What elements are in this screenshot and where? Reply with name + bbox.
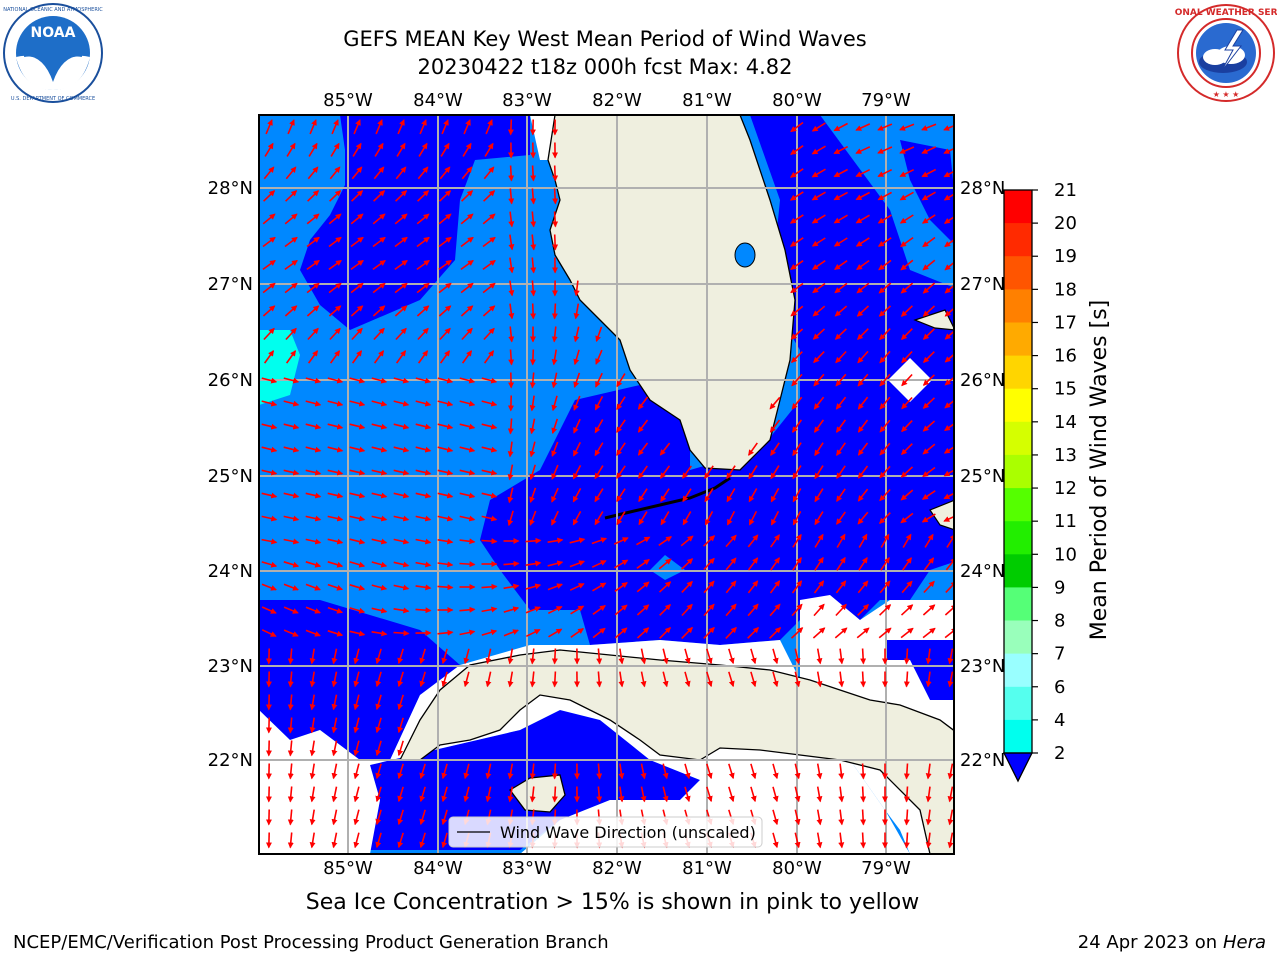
lon-label-bottom: 83°W — [502, 858, 552, 879]
lat-label-right: 27°N — [960, 274, 1005, 295]
colorbar: 21 20 19 18 17 16 15 14 13 12 11 10 9 8 7 6 4 2 — [1002, 180, 1077, 783]
colorbar-tick-label: 14 — [1054, 412, 1077, 433]
noaa-logo-text: NOAA — [31, 25, 76, 41]
colorbar-tick-label: 7 — [1054, 644, 1065, 665]
lon-label-top: 82°W — [592, 90, 642, 111]
colorbar-band — [1004, 355, 1032, 390]
cuba-landmass — [398, 649, 954, 854]
lat-label-right: 23°N — [960, 656, 1005, 677]
colorbar-extend-triangle — [1002, 752, 1034, 783]
lon-label-bottom: 80°W — [772, 858, 822, 879]
colorbar-band — [1004, 421, 1032, 456]
colorbar-tick-label: 8 — [1054, 611, 1065, 632]
date-stamp: 24 Apr 2023 on Hera — [1078, 932, 1266, 953]
colorbar-band — [1004, 587, 1032, 621]
florida-keys — [604, 476, 731, 520]
ocean-field-4-6s — [259, 330, 300, 405]
map-legend: Wind Wave Direction (unscaled) — [448, 816, 763, 848]
colorbar-band — [1004, 521, 1032, 555]
lon-label-bottom: 82°W — [592, 858, 642, 879]
legend-label: Wind Wave Direction (unscaled) — [500, 823, 756, 842]
credit-text: NCEP/EMC/Verification Post Processing Pr… — [13, 932, 609, 953]
lon-label-top: 80°W — [772, 90, 822, 111]
colorbar-band — [1004, 289, 1032, 323]
lake-okeechobee — [734, 242, 756, 268]
colorbar-band — [1004, 322, 1032, 357]
lat-label-right: 26°N — [960, 370, 1005, 391]
colorbar-tick-label: 13 — [1054, 445, 1077, 466]
lon-label-top: 79°W — [861, 90, 911, 111]
lon-label-top: 83°W — [502, 90, 552, 111]
colorbar-tick-label: 16 — [1054, 346, 1077, 367]
colorbar-band — [1004, 388, 1032, 423]
colorbar-band — [1004, 488, 1032, 522]
lat-label-left: 24°N — [208, 561, 253, 582]
wind-wave-arrows — [261, 119, 954, 849]
colorbar-tick-label: 4 — [1054, 710, 1065, 731]
lon-label-top: 84°W — [413, 90, 463, 111]
colorbar-label: Mean Period of Wind Waves [s] — [1087, 300, 1112, 640]
lon-label-top: 81°W — [682, 90, 732, 111]
colorbar-tick-label: 11 — [1054, 511, 1077, 532]
sea-ice-note: Sea Ice Concentration > 15% is shown in … — [305, 890, 920, 915]
lat-label-left: 22°N — [208, 750, 253, 771]
lon-label-bottom: 79°W — [861, 858, 911, 879]
colorbar-band — [1004, 686, 1032, 721]
lon-label-bottom: 85°W — [323, 858, 373, 879]
noaa-logo: NOAA NATIONAL OCEANIC AND ATMOSPHERIC U.… — [3, 3, 103, 103]
lat-label-right: 28°N — [960, 178, 1005, 199]
lat-label-left: 28°N — [208, 178, 253, 199]
colorbar-tick-label: 17 — [1054, 312, 1077, 333]
nws-logo: NATIONAL WEATHER SERVICE ★ ★ ★ — [1175, 4, 1277, 102]
colorbar-tick-label: 9 — [1054, 577, 1065, 598]
colorbar-band — [1004, 554, 1032, 588]
colorbar-band — [1004, 190, 1032, 224]
svg-text:NATIONAL WEATHER SERVICE: NATIONAL WEATHER SERVICE — [1175, 8, 1277, 18]
host-name: Hera — [1222, 932, 1266, 953]
map-frame — [258, 114, 955, 855]
colorbar-band — [1004, 719, 1032, 754]
colorbar-band — [1004, 256, 1032, 290]
lat-label-right: 22°N — [960, 750, 1005, 771]
colorbar-tick-label: 18 — [1054, 279, 1077, 300]
svg-text:U.S. DEPARTMENT OF COMMERCE: U.S. DEPARTMENT OF COMMERCE — [11, 96, 95, 102]
colorbar-band — [1004, 620, 1032, 655]
lon-label-bottom: 81°W — [682, 858, 732, 879]
florida-landmass — [547, 115, 796, 471]
svg-text:NATIONAL OCEANIC AND ATMOSPHER: NATIONAL OCEANIC AND ATMOSPHERIC — [3, 7, 103, 13]
colorbar-tick-label: 19 — [1054, 246, 1077, 267]
latitude-labels-right: 28°N 27°N 26°N 25°N 24°N 23°N 22°N — [960, 178, 1005, 771]
lat-label-left: 25°N — [208, 466, 253, 487]
colorbar-tick-label: 15 — [1054, 379, 1077, 400]
date-text: 24 Apr 2023 on — [1077, 932, 1223, 953]
bahamas-landmass — [929, 499, 954, 531]
lon-label-top: 85°W — [323, 90, 373, 111]
lat-label-left: 27°N — [208, 274, 253, 295]
svg-text:★ ★ ★: ★ ★ ★ — [1213, 90, 1240, 99]
colorbar-tick-label: 6 — [1054, 677, 1065, 698]
longitude-labels-bottom: 85°W 84°W 83°W 82°W 81°W 80°W 79°W — [323, 858, 911, 879]
longitude-labels-top: 85°W 84°W 83°W 82°W 81°W 80°W 79°W — [323, 90, 911, 111]
lat-label-left: 26°N — [208, 370, 253, 391]
colorbar-tick-label: 20 — [1054, 213, 1077, 234]
plot-title: GEFS MEAN Key West Mean Period of Wind W… — [343, 27, 867, 51]
colorbar-tick-label: 10 — [1054, 544, 1077, 565]
colorbar-band — [1004, 454, 1032, 489]
lat-label-right: 24°N — [960, 561, 1005, 582]
lon-label-bottom: 84°W — [413, 858, 463, 879]
colorbar-band — [1004, 653, 1032, 688]
plot-subtitle: 20230422 t18z 000h fcst Max: 4.82 — [417, 55, 793, 79]
colorbar-band — [1004, 223, 1032, 257]
colorbar-tick-label: 2 — [1054, 743, 1065, 764]
lat-label-right: 25°N — [960, 466, 1005, 487]
colorbar-tick-label: 21 — [1054, 180, 1077, 201]
latitude-labels-left: 28°N 27°N 26°N 25°N 24°N 23°N 22°N — [208, 178, 253, 771]
lat-label-left: 23°N — [208, 656, 253, 677]
colorbar-tick-label: 12 — [1054, 478, 1077, 499]
